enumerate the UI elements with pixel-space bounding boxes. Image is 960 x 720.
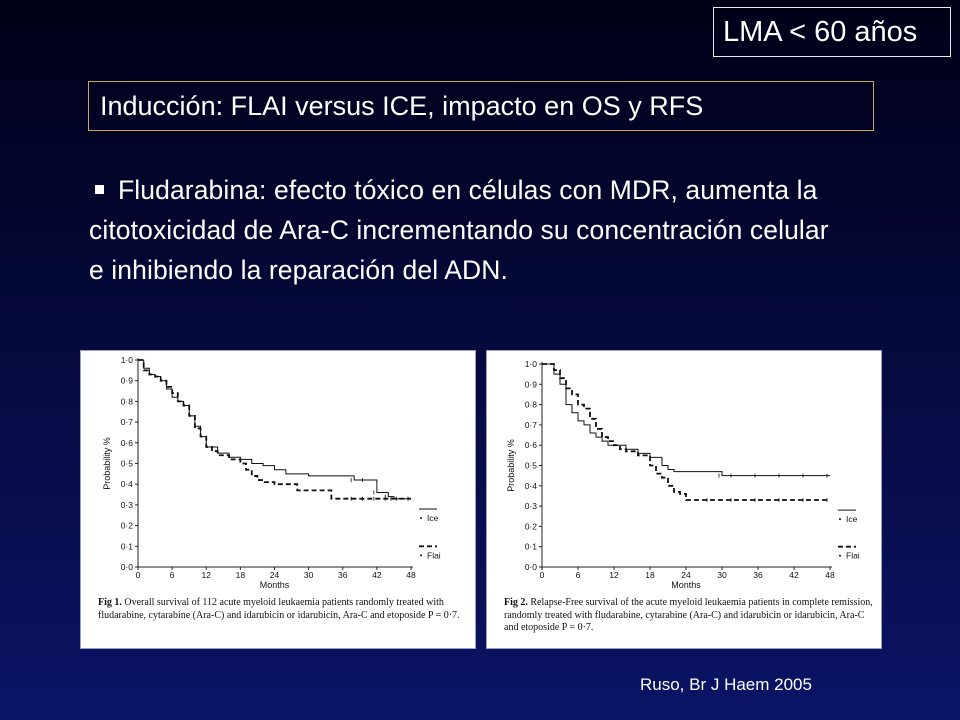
y-tick-label: 0·3: [121, 500, 134, 510]
y-tick-label: 0·3: [525, 501, 538, 511]
legend-label-ice: Ice: [846, 514, 858, 524]
y-tick-label: 0·1: [525, 542, 538, 552]
legend-label-flai: Flai: [427, 550, 441, 560]
y-tick-label: 0·6: [121, 438, 134, 448]
y-tick-label: 0·9: [121, 376, 134, 386]
x-tick-label: 6: [576, 570, 581, 580]
legend-dot: [420, 554, 422, 557]
y-tick-label: 0·7: [121, 417, 134, 427]
x-tick-label: 24: [681, 570, 691, 580]
y-axis-label: Probability %: [102, 437, 112, 490]
caption-label: Fig 1.: [98, 597, 122, 608]
x-tick-label: 0: [540, 570, 545, 580]
chart-relapse-free-survival: 0·0 0·1 0·2 0·3 0·4 0·5 0·6 0·7 0·8 0·9 1·0 0 6 12 18 2…: [506, 359, 860, 590]
y-tick-label: 1·0: [121, 355, 134, 365]
y-tick-label: 0·2: [121, 521, 134, 531]
caption-text: Overall survival of 112 acute myeloid le…: [98, 597, 460, 621]
y-tick-label: 0·8: [121, 396, 134, 406]
y-tick-label: 0·4: [525, 481, 538, 491]
citation: Ruso, Br J Haem 2005: [640, 675, 812, 694]
legend-label-ice: Ice: [427, 513, 439, 523]
y-tick-label: 0·6: [525, 440, 538, 450]
x-tick-label: 48: [825, 570, 835, 580]
y-tick-label: 0·5: [525, 461, 538, 471]
x-axis-label: Months: [671, 580, 701, 590]
series-line-ice: [138, 359, 411, 500]
series-line-ice: [542, 363, 830, 477]
bullet-paragraph: Fludarabina: efecto tóxico en células co…: [89, 170, 849, 290]
x-tick-label: 30: [304, 570, 314, 580]
figure-panel-overall-survival: 0·0 0·1 0·2 0·3 0·4 0·5 0·6 0·7 0·8 0·9 1·0 0 6 12 18 2…: [80, 350, 476, 649]
x-tick-label: 6: [170, 570, 175, 580]
series-line-flai: [542, 363, 830, 501]
x-tick-label: 30: [717, 570, 727, 580]
legend-label-flai: Flai: [846, 551, 860, 561]
y-tick-label: 0·0: [121, 562, 134, 572]
x-tick-label: 12: [609, 570, 619, 580]
caption-label: Fig 2.: [504, 597, 528, 608]
slide-tag: LMA < 60 años: [713, 7, 951, 57]
figure-panel-relapse-free-survival: 0·0 0·1 0·2 0·3 0·4 0·5 0·6 0·7 0·8 0·9 1·0 0 6 12 18 2…: [486, 350, 882, 649]
legend-dot: [839, 554, 841, 557]
y-tick-label: 0·7: [525, 420, 538, 430]
x-tick-label: 36: [753, 570, 763, 580]
y-tick-label: 0·1: [121, 541, 134, 551]
y-tick-label: 0·9: [525, 379, 538, 389]
x-tick-label: 42: [789, 570, 799, 580]
figure-caption: Fig 1. Overall survival of 112 acute mye…: [98, 597, 470, 622]
x-tick-label: 18: [236, 570, 246, 580]
x-tick-label: 0: [136, 570, 141, 580]
y-tick-label: 0·2: [525, 521, 538, 531]
x-tick-label: 42: [372, 570, 382, 580]
square-bullet-icon: [95, 185, 104, 194]
x-tick-label: 48: [406, 570, 416, 580]
y-tick-label: 0·5: [121, 459, 134, 469]
caption-text: Relapse-Free survival of the acute myelo…: [504, 597, 873, 633]
slide-title: Inducción: FLAI versus ICE, impacto en O…: [88, 81, 874, 131]
x-tick-label: 12: [202, 570, 212, 580]
figure-caption: Fig 2. Relapse-Free survival of the acut…: [504, 597, 876, 635]
legend-dot: [839, 518, 841, 521]
y-axis-label: Probability %: [506, 439, 516, 492]
x-tick-label: 18: [645, 570, 655, 580]
legend-dot: [420, 517, 422, 520]
y-tick-label: 1·0: [525, 359, 538, 369]
x-tick-label: 36: [338, 570, 348, 580]
y-tick-label: 0·4: [121, 479, 134, 489]
bullet-text: Fludarabina: efecto tóxico en células co…: [89, 175, 829, 285]
series-line-flai: [138, 359, 411, 500]
y-tick-label: 0·8: [525, 400, 538, 410]
x-tick-label: 24: [270, 570, 280, 580]
y-tick-label: 0·0: [525, 562, 538, 572]
chart-overall-survival: 0·0 0·1 0·2 0·3 0·4 0·5 0·6 0·7 0·8 0·9 1·0 0 6 12 18 2…: [102, 355, 441, 590]
x-axis-label: Months: [260, 580, 290, 590]
